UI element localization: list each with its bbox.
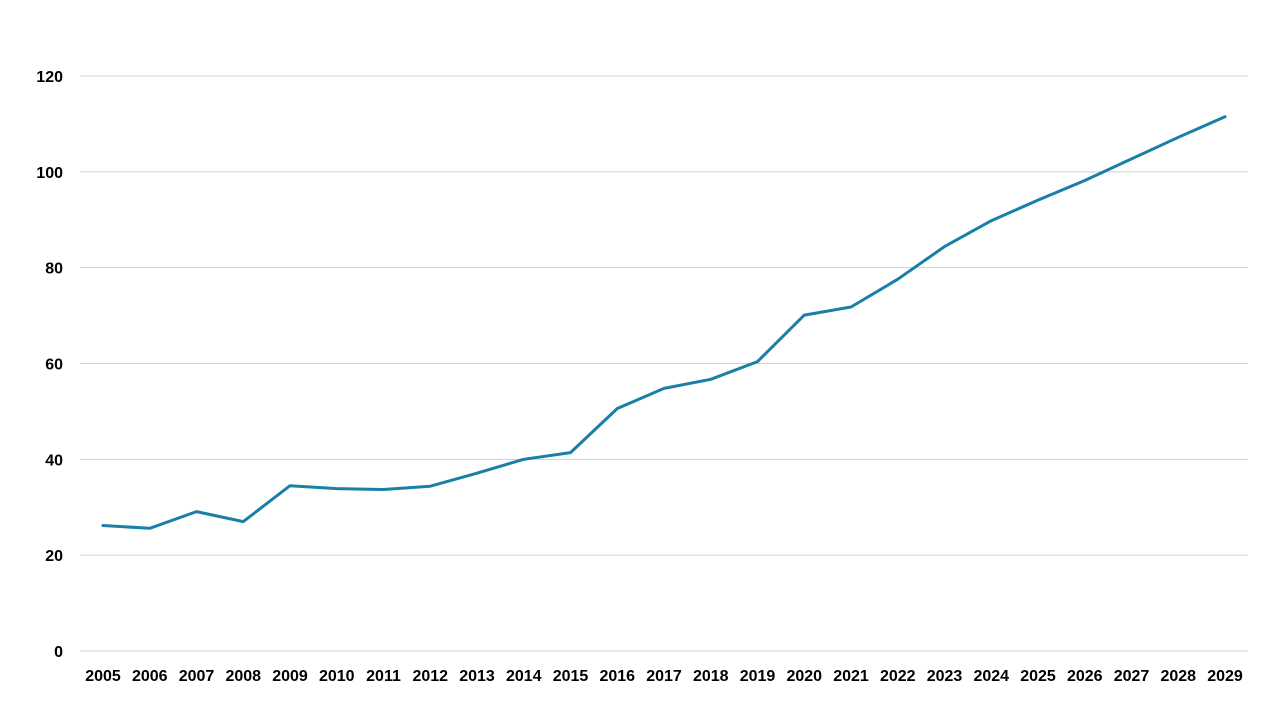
- x-axis-tick-labels: 2005 2006 2007 2008 2009 2010 2011 2012 2013 2014…: [85, 668, 1243, 685]
- x-tick-label: 2013: [459, 668, 495, 685]
- x-tick-label: 2023: [927, 668, 963, 685]
- x-tick-label: 2016: [599, 668, 635, 685]
- series-lines: [101, 115, 1227, 530]
- y-tick-label: 40: [45, 452, 63, 469]
- x-tick-label: 2012: [412, 668, 448, 685]
- x-tick-label: 2014: [506, 668, 542, 685]
- y-tick-label: 0: [54, 644, 63, 661]
- y-tick-label: 60: [45, 357, 63, 374]
- x-tick-label: 2029: [1207, 668, 1243, 685]
- y-tick-label: 120: [36, 69, 63, 86]
- x-tick-label: 2024: [973, 668, 1009, 685]
- x-tick-label: 2008: [225, 668, 261, 685]
- x-tick-label: 2005: [85, 668, 121, 685]
- x-tick-label: 2020: [786, 668, 822, 685]
- x-tick-label: 2027: [1114, 668, 1150, 685]
- x-tick-label: 2021: [833, 668, 869, 685]
- x-tick-label: 2015: [553, 668, 589, 685]
- gridlines: [80, 75, 1248, 652]
- x-tick-label: 2026: [1067, 668, 1103, 685]
- x-tick-label: 2010: [319, 668, 355, 685]
- y-tick-label: 100: [36, 165, 63, 182]
- y-tick-label: 80: [45, 261, 63, 278]
- x-tick-label: 2025: [1020, 668, 1056, 685]
- x-tick-label: 2017: [646, 668, 682, 685]
- x-tick-label: 2018: [693, 668, 729, 685]
- x-tick-label: 2019: [740, 668, 776, 685]
- x-tick-label: 2006: [132, 668, 168, 685]
- y-tick-label: 20: [45, 548, 63, 565]
- x-tick-label: 2009: [272, 668, 308, 685]
- y-axis-tick-labels: 0 20 40 60 80 100 120: [36, 69, 63, 661]
- x-tick-label: 2007: [179, 668, 215, 685]
- x-tick-label: 2022: [880, 668, 916, 685]
- series-line-0: [101, 115, 1227, 530]
- x-tick-label: 2011: [366, 668, 401, 685]
- x-tick-label: 2028: [1160, 668, 1196, 685]
